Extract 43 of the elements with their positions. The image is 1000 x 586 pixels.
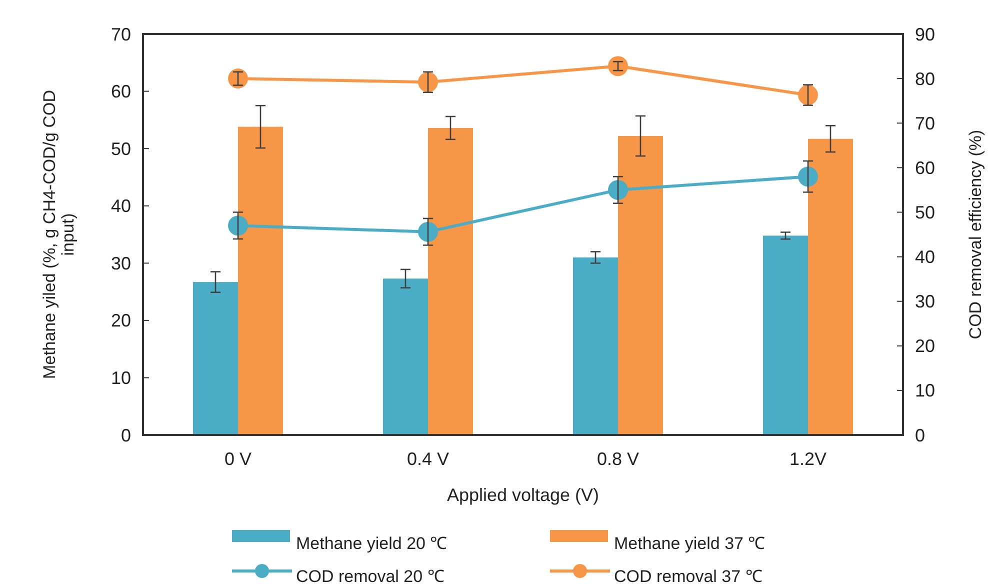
y2-tick-label: 0 [915, 425, 926, 446]
legend-label: COD removal 20 ℃ [296, 567, 444, 586]
bar [383, 278, 428, 435]
point [418, 222, 438, 242]
bar [573, 257, 618, 435]
y2-tick-label: 90 [915, 24, 936, 44]
bar [238, 126, 283, 435]
y-tick-label: 40 [110, 196, 131, 216]
legend-label: Methane yield 20 ℃ [296, 534, 448, 553]
y2-tick-label: 20 [915, 336, 936, 356]
y-tick-label: 50 [110, 138, 131, 159]
x-tick-label: 0 V [224, 449, 252, 469]
y-tick-label: 0 [120, 425, 131, 446]
bar [193, 282, 238, 435]
y2-tick-label: 30 [915, 292, 936, 312]
bar [618, 136, 663, 435]
bar [763, 236, 808, 435]
y2-tick-label: 70 [915, 113, 936, 134]
point [228, 216, 248, 236]
point [418, 72, 438, 92]
x-tick-label: 1.2V [789, 449, 827, 469]
y-tick-label: 30 [110, 253, 131, 274]
y2-axis-title: COD removal efficiency (%) [966, 130, 985, 340]
y-tick-label: 10 [110, 368, 131, 388]
bar [808, 138, 853, 435]
y-axis-title: Methane yiled (%, g CH4-COD/g COD input) [40, 90, 78, 380]
y-tick-label: 20 [110, 310, 131, 331]
y2-tick-label: 60 [915, 158, 936, 178]
y2-tick-label: 40 [915, 247, 936, 268]
legend-label: COD removal 37 ℃ [614, 567, 762, 586]
bar [428, 128, 473, 435]
x-tick-label: 0.4 V [406, 449, 450, 469]
point [608, 180, 628, 200]
y-tick-label: 70 [110, 24, 131, 44]
legend-label: Methane yield 37 ℃ [614, 534, 766, 553]
y-tick-label: 60 [110, 82, 131, 102]
y2-tick-label: 80 [915, 68, 936, 89]
x-tick-label: 0.8 V [596, 449, 640, 469]
x-axis-title: Applied voltage (V) [446, 485, 600, 505]
point [798, 85, 818, 106]
point [798, 166, 818, 187]
y2-tick-label: 50 [915, 202, 936, 223]
y2-tick-label: 10 [915, 380, 936, 401]
